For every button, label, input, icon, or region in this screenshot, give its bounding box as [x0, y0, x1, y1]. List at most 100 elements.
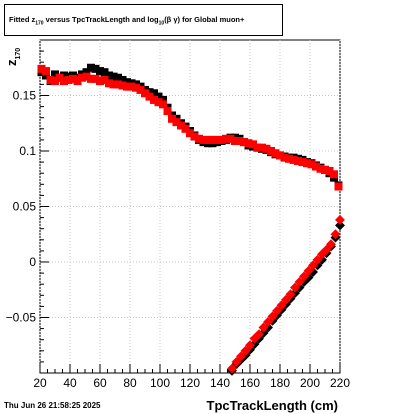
series-layer [37, 63, 345, 376]
data-point [195, 134, 203, 143]
x-tick-label: 80 [123, 376, 137, 390]
x-tick-label: 20 [33, 376, 47, 390]
x-axis-label: TpcTrackLength (cm) [207, 398, 338, 413]
series-0 [37, 63, 345, 376]
data-point [330, 229, 341, 240]
timestamp: Thu Jun 26 21:58:25 2025 [4, 401, 101, 410]
data-point [51, 77, 59, 86]
data-point [141, 89, 149, 98]
data-point [132, 83, 140, 92]
data-point [312, 162, 320, 171]
x-tick-label: 60 [93, 376, 107, 390]
data-point [227, 363, 237, 374]
data-point [69, 74, 77, 83]
data-point [73, 77, 82, 86]
data-point [231, 137, 239, 146]
data-point [190, 132, 199, 141]
data-point [335, 220, 345, 231]
data-point [294, 277, 305, 287]
data-point [82, 68, 91, 77]
data-point [280, 153, 289, 162]
data-point [299, 271, 309, 282]
data-point [118, 75, 127, 84]
data-point [46, 75, 55, 84]
data-point [150, 95, 158, 104]
data-point [60, 71, 68, 80]
data-point [258, 143, 266, 152]
data-point [240, 138, 248, 147]
data-point [271, 149, 280, 158]
data-point [168, 114, 176, 123]
data-point [249, 140, 257, 149]
data-point [321, 165, 329, 174]
data-point [231, 356, 242, 367]
data-point [204, 135, 212, 144]
data-point [154, 98, 163, 107]
data-point [105, 79, 113, 88]
data-point [281, 294, 291, 305]
data-point [60, 77, 68, 86]
chart-title: Fitted z170 versus TpcTrackLength and lo… [9, 15, 245, 27]
data-point [208, 135, 217, 144]
data-point [199, 135, 208, 144]
grid [39, 40, 341, 373]
data-point [145, 88, 154, 97]
data-point [272, 305, 282, 316]
data-point [262, 144, 271, 153]
data-point [316, 164, 325, 173]
y-tick-label: 0.1 [19, 144, 36, 158]
x-tick-label: 40 [63, 376, 77, 390]
data-point [334, 182, 343, 191]
data-point [321, 244, 332, 255]
data-point [267, 311, 278, 322]
data-point [294, 156, 302, 165]
y-tick-label: 0 [29, 255, 36, 269]
data-point [123, 78, 131, 87]
data-point [245, 340, 255, 351]
data-point [267, 147, 275, 155]
data-point [114, 80, 122, 89]
tick-labels: 20 40 60 80 100 120 140 160 180 200 220 −0.05 0 0.05 0… [6, 89, 351, 391]
data-point [42, 71, 50, 80]
data-point [298, 158, 307, 167]
data-point [276, 300, 287, 311]
data-point [235, 137, 244, 146]
x-tick-label: 220 [330, 376, 350, 390]
data-point [186, 129, 194, 138]
x-tick-label: 200 [300, 376, 320, 390]
data-point [263, 316, 273, 327]
y-axis-label-main: z [4, 59, 19, 66]
data-point [159, 95, 167, 104]
data-point [285, 289, 296, 300]
data-point [285, 154, 293, 163]
data-point [55, 73, 64, 82]
data-point [91, 74, 100, 83]
data-point [150, 89, 158, 98]
data-point [96, 67, 104, 76]
data-point [145, 92, 154, 101]
y-tick-label: 0.15 [13, 89, 37, 103]
x-tick-label: 180 [270, 376, 290, 390]
data-point [177, 121, 185, 130]
data-point [136, 85, 145, 94]
data-point [118, 81, 127, 90]
data-point [236, 351, 246, 362]
x-tick-label: 100 [150, 376, 170, 390]
data-point [253, 143, 262, 152]
x-tick-label: 160 [240, 376, 260, 390]
data-point [105, 71, 113, 80]
data-point [64, 75, 73, 84]
data-point [51, 70, 59, 79]
data-point [181, 124, 190, 133]
data-point [226, 134, 235, 143]
data-point [330, 170, 338, 179]
data-point [276, 151, 284, 160]
data-point [213, 135, 221, 144]
data-point [326, 239, 336, 250]
data-point [244, 139, 253, 148]
data-point [100, 75, 109, 84]
data-point [240, 345, 251, 356]
title-box: Fitted z170 versus TpcTrackLength and lo… [4, 4, 283, 36]
data-point [109, 80, 118, 89]
